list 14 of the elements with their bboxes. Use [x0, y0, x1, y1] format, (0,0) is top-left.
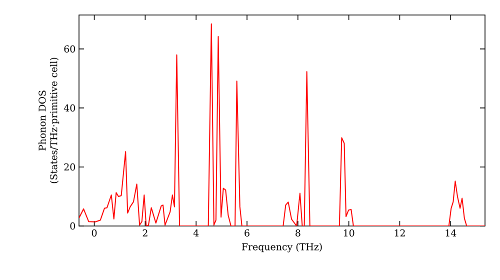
y-tick-label: 20 — [64, 163, 76, 171]
x-tick-label: 0 — [92, 229, 97, 237]
y-tick-label: 0 — [70, 222, 76, 230]
x-tick-label: 6 — [244, 229, 250, 237]
y-tick-label: 60 — [64, 45, 76, 53]
x-tick-label: 14 — [446, 229, 456, 236]
y-tick-label: 40 — [64, 104, 76, 112]
x-tick-label: 10 — [344, 229, 354, 237]
x-tick-label: 8 — [296, 229, 300, 237]
x-tick-label: 12 — [394, 229, 405, 236]
y-axis-title: Phonon DOS (States/THz·primitive cell) — [38, 58, 60, 184]
x-axis-title: Frequency (THz) — [242, 243, 322, 252]
x-tick-label: 4 — [193, 229, 199, 236]
x-tick-label: 2 — [142, 229, 148, 236]
